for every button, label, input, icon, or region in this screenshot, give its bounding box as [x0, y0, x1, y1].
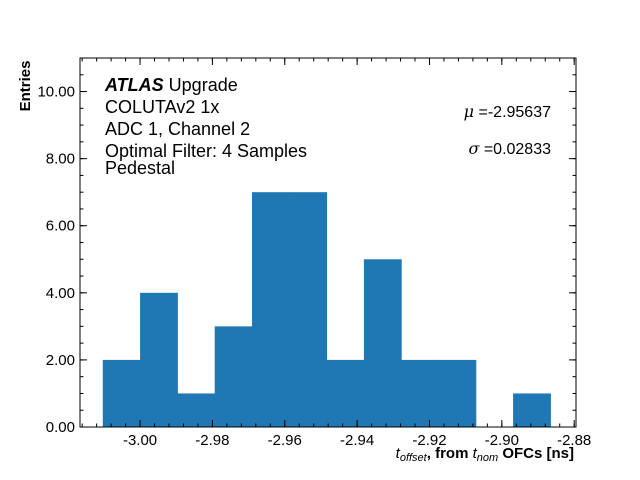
y-tick-label: 6.00 — [46, 218, 75, 235]
histogram-bar — [438, 359, 477, 427]
x-tick-label: -2.92 — [412, 432, 446, 449]
x-tick-label: -2.94 — [340, 432, 374, 449]
histogram-bar — [363, 259, 402, 427]
y-tick-label: 0.00 — [46, 419, 75, 436]
x-tick-label: -3.00 — [123, 432, 157, 449]
mean-annotation: μ =-2.95637 — [464, 102, 551, 121]
histogram-bar — [513, 393, 551, 427]
histogram-bar — [251, 192, 290, 427]
y-tick-label: 8.00 — [46, 151, 75, 168]
annotation-line: Pedestal — [105, 158, 175, 178]
axis-ticks: -3.00 -2.98 -2.96 -2.94 -2.92 -2.90 -2.88 0.00 2… — [37, 57, 591, 449]
sigma-annotation: σ =0.02833 — [468, 139, 551, 158]
annotation-line: Optimal Filter: 4 Samples — [105, 141, 307, 161]
histogram-bar — [177, 393, 216, 427]
histogram-bar — [289, 192, 328, 427]
x-tick-label: -2.88 — [557, 432, 591, 449]
y-tick-label: 2.00 — [46, 352, 75, 369]
histogram-bar — [214, 326, 253, 427]
atlas-label: ATLAS Upgrade — [104, 75, 238, 95]
x-axis-label: toffset, from tnom OFCs [ns] — [396, 445, 574, 464]
histogram-bar — [102, 359, 141, 427]
y-tick-label: 10.00 — [37, 84, 75, 101]
x-tick-label: -2.96 — [268, 432, 302, 449]
histogram-bar — [140, 292, 178, 427]
annotation-line: ADC 1, Channel 2 — [105, 119, 250, 139]
bars — [102, 192, 551, 427]
annotation-line: COLUTAv2 1x — [105, 97, 219, 117]
histogram-bar — [401, 359, 439, 427]
y-axis-label: Entries — [17, 61, 34, 112]
x-tick-label: -2.98 — [195, 432, 229, 449]
y-tick-label: 4.00 — [46, 285, 75, 302]
x-tick-label: -2.90 — [485, 432, 519, 449]
histogram-bar — [326, 359, 365, 427]
